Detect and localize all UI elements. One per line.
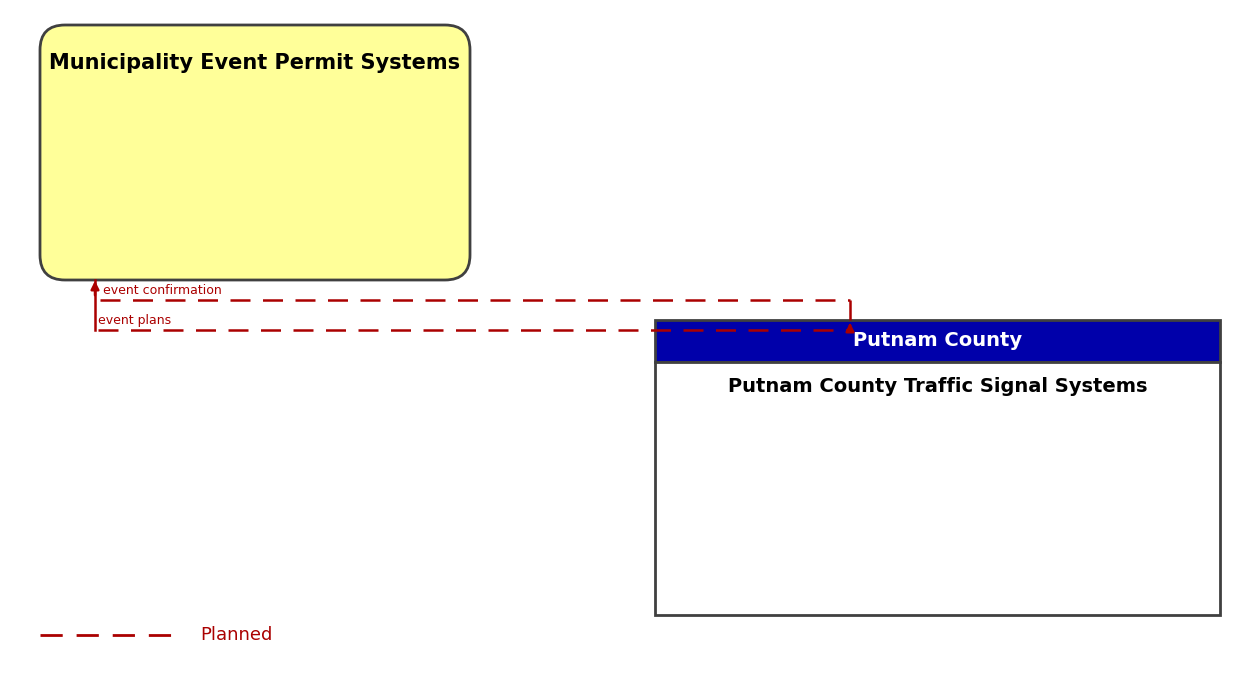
Text: Putnam County Traffic Signal Systems: Putnam County Traffic Signal Systems [727, 378, 1147, 396]
Text: Putnam County: Putnam County [853, 332, 1022, 350]
Text: event plans: event plans [98, 314, 172, 327]
Text: Planned: Planned [200, 626, 273, 644]
Bar [655, 362, 1219, 615]
Text: Municipality Event Permit Systems: Municipality Event Permit Systems [49, 53, 461, 73]
Bar [655, 320, 1219, 362]
Text: event confirmation: event confirmation [103, 284, 222, 297]
FancyBboxPatch shape [40, 25, 470, 280]
